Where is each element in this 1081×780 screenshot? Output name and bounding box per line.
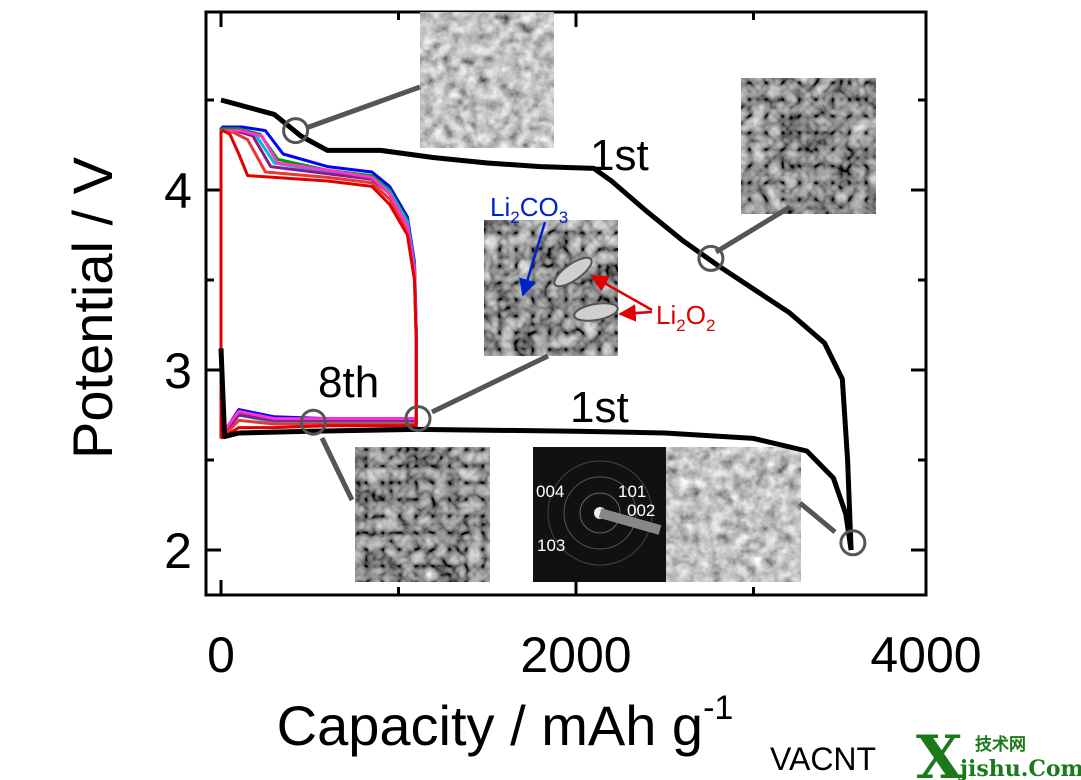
li2co3-arrow bbox=[519, 221, 547, 297]
saed-label-101: 101 bbox=[618, 482, 646, 501]
watermark-url: jishu.Com bbox=[958, 756, 1081, 780]
sem-inset-bottom-right bbox=[666, 447, 801, 582]
plot-frame bbox=[204, 10, 928, 597]
saed-label-002: 002 bbox=[627, 501, 655, 520]
y-axis-title: Potential / V bbox=[61, 156, 124, 459]
li2o2-label: Li2O2 bbox=[656, 300, 715, 335]
connector-middle bbox=[430, 353, 550, 415]
li2o2-label-sub-2: 2 bbox=[706, 316, 715, 335]
y-tick-label-4: 4 bbox=[164, 163, 192, 219]
li2co3-label-sub-1: 2 bbox=[510, 208, 519, 227]
vacnt-label: VACNT bbox=[770, 741, 876, 777]
saed-pattern-inset bbox=[533, 447, 666, 582]
marker-circle-0 bbox=[282, 117, 310, 145]
connector-group bbox=[305, 84, 837, 534]
x-axis-title: Capacity / mAh g-1 bbox=[277, 689, 734, 757]
y-tick-label-2: 2 bbox=[164, 523, 192, 579]
li2o2-arrow-upper bbox=[590, 274, 653, 312]
marker-circle-1 bbox=[697, 244, 725, 272]
x-tick-label-4000: 4000 bbox=[870, 627, 981, 683]
series-line-8 bbox=[219, 129, 418, 440]
annotation-1st-discharge: 1st bbox=[570, 383, 629, 432]
connector-bottom-right bbox=[798, 501, 837, 534]
series-line-0 bbox=[220, 97, 854, 551]
li2o2-label-sub-1: 2 bbox=[676, 316, 685, 335]
annotation-8th: 8th bbox=[318, 358, 379, 407]
sem-inset-bottom-left bbox=[355, 447, 490, 582]
saed-label-103: 103 bbox=[537, 536, 565, 555]
x-tick-label-2000: 2000 bbox=[520, 627, 631, 683]
y-tick-label-3: 3 bbox=[164, 343, 192, 399]
marker-circle-4 bbox=[839, 529, 867, 557]
x-tick-label-0: 0 bbox=[207, 627, 235, 683]
curve-group bbox=[218, 97, 854, 551]
x-axis-title-main: Capacity / mAh g bbox=[277, 694, 703, 757]
connector-bottom-left bbox=[319, 436, 355, 502]
sem-inset-top bbox=[420, 12, 554, 148]
marker-circle-2 bbox=[404, 405, 432, 433]
li2o2-label-base-1: Li bbox=[656, 300, 676, 330]
marker-circle-3 bbox=[299, 408, 327, 436]
watermark-chinese: 技术网 bbox=[975, 734, 1026, 755]
connector-top bbox=[305, 84, 421, 131]
li2co3-label-base-2: CO bbox=[520, 192, 559, 222]
tick-marks bbox=[206, 12, 926, 595]
watermark-logo: X 技术网 jishu.Com bbox=[916, 723, 1081, 780]
sem-inset-middle bbox=[484, 220, 619, 356]
li2o2-arrow-lower bbox=[618, 304, 653, 322]
series-line-1 bbox=[218, 348, 854, 551]
li2co3-label-sub-2: 3 bbox=[559, 208, 568, 227]
sem-inset-right bbox=[741, 78, 876, 214]
watermark-x: X bbox=[916, 723, 963, 780]
annotation-1st-charge: 1st bbox=[590, 131, 649, 180]
saed-label-004: 004 bbox=[536, 482, 564, 501]
x-axis-title-superscript: -1 bbox=[703, 689, 733, 727]
li2co3-label: Li2CO3 bbox=[490, 192, 568, 227]
connector-right bbox=[714, 204, 792, 255]
marker-group bbox=[282, 117, 867, 557]
series-line-7 bbox=[219, 129, 418, 436]
li2o2-label-base-2: O bbox=[686, 300, 706, 330]
li2co3-label-base-1: Li bbox=[490, 192, 510, 222]
